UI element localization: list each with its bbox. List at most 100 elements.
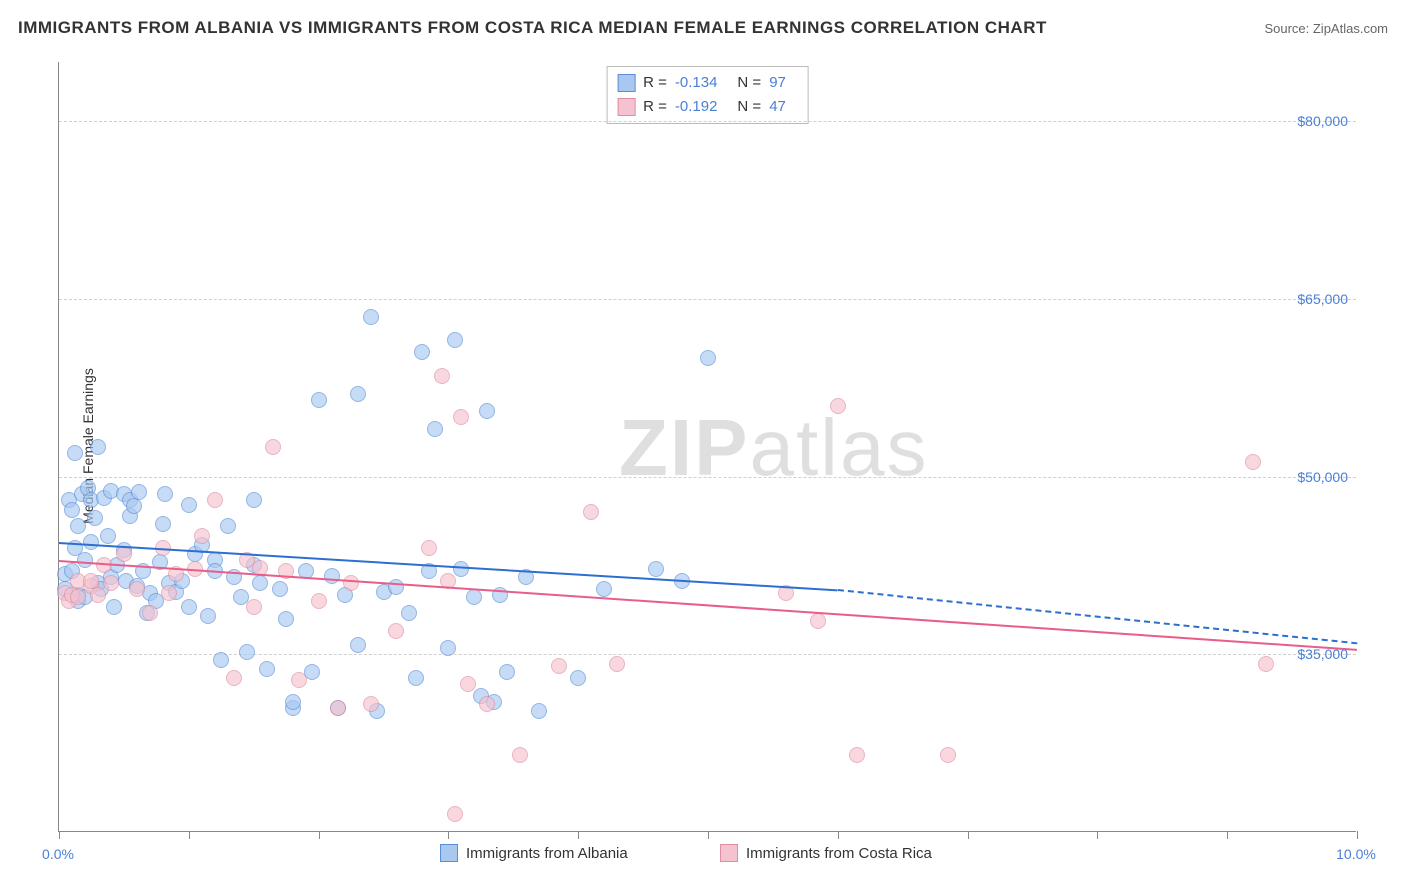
legend-label: Immigrants from Albania bbox=[466, 845, 628, 862]
scatter-point bbox=[246, 599, 262, 615]
x-tick bbox=[319, 831, 320, 839]
scatter-point bbox=[155, 516, 171, 532]
scatter-point bbox=[77, 552, 93, 568]
scatter-point bbox=[460, 676, 476, 692]
scatter-point bbox=[103, 575, 119, 591]
scatter-point bbox=[87, 510, 103, 526]
y-tick-label: $50,000 bbox=[1297, 469, 1348, 485]
scatter-point bbox=[311, 593, 327, 609]
scatter-point bbox=[453, 409, 469, 425]
stat-label-n: N = bbox=[737, 95, 761, 119]
scatter-point bbox=[531, 703, 547, 719]
chart-source: Source: ZipAtlas.com bbox=[1264, 21, 1388, 36]
scatter-point bbox=[226, 670, 242, 686]
x-tick bbox=[968, 831, 969, 839]
scatter-point bbox=[194, 528, 210, 544]
scatter-point bbox=[220, 518, 236, 534]
x-tick-label: 0.0% bbox=[42, 846, 74, 862]
x-tick bbox=[1097, 831, 1098, 839]
scatter-point bbox=[207, 492, 223, 508]
stat-label-r: R = bbox=[643, 71, 667, 95]
x-tick-label: 10.0% bbox=[1336, 846, 1376, 862]
chart-header: IMMIGRANTS FROM ALBANIA VS IMMIGRANTS FR… bbox=[18, 18, 1388, 38]
legend-swatch bbox=[720, 844, 738, 862]
scatter-point bbox=[453, 561, 469, 577]
scatter-point bbox=[363, 309, 379, 325]
scatter-point bbox=[291, 672, 307, 688]
legend-label: Immigrants from Costa Rica bbox=[746, 845, 932, 862]
bottom-legend-item: Immigrants from Albania bbox=[440, 844, 628, 862]
scatter-point bbox=[142, 605, 158, 621]
scatter-point bbox=[350, 637, 366, 653]
watermark: ZIPatlas bbox=[619, 402, 928, 494]
gridline bbox=[59, 299, 1356, 300]
gridline bbox=[59, 477, 1356, 478]
scatter-point bbox=[90, 587, 106, 603]
scatter-point bbox=[700, 350, 716, 366]
scatter-point bbox=[427, 421, 443, 437]
stat-label-r: R = bbox=[643, 95, 667, 119]
scatter-point bbox=[285, 694, 301, 710]
scatter-point bbox=[596, 581, 612, 597]
stats-row: R = -0.192N = 47 bbox=[617, 95, 798, 119]
scatter-point bbox=[100, 528, 116, 544]
scatter-point bbox=[278, 611, 294, 627]
scatter-point bbox=[330, 700, 346, 716]
legend-swatch bbox=[617, 98, 635, 116]
x-tick bbox=[708, 831, 709, 839]
stat-value-n: 97 bbox=[769, 71, 786, 95]
y-tick-label: $80,000 bbox=[1297, 113, 1348, 129]
bottom-legend-item: Immigrants from Costa Rica bbox=[720, 844, 932, 862]
y-tick-label: $65,000 bbox=[1297, 291, 1348, 307]
scatter-point bbox=[67, 445, 83, 461]
stats-row: R = -0.134N = 97 bbox=[617, 71, 798, 95]
scatter-point bbox=[479, 403, 495, 419]
scatter-point bbox=[447, 332, 463, 348]
scatter-point bbox=[106, 599, 122, 615]
scatter-point bbox=[414, 344, 430, 360]
scatter-point bbox=[259, 661, 275, 677]
scatter-point bbox=[131, 484, 147, 500]
scatter-point bbox=[157, 486, 173, 502]
x-tick bbox=[189, 831, 190, 839]
scatter-point bbox=[70, 518, 86, 534]
gridline bbox=[59, 121, 1356, 122]
scatter-point bbox=[239, 644, 255, 660]
scatter-point bbox=[311, 392, 327, 408]
scatter-point bbox=[1258, 656, 1274, 672]
scatter-point bbox=[64, 502, 80, 518]
stats-legend-box: R = -0.134N = 97R = -0.192N = 47 bbox=[606, 66, 809, 124]
stat-value-n: 47 bbox=[769, 95, 786, 119]
scatter-point bbox=[213, 652, 229, 668]
scatter-point bbox=[126, 498, 142, 514]
legend-swatch bbox=[617, 74, 635, 92]
scatter-point bbox=[447, 806, 463, 822]
scatter-point bbox=[440, 640, 456, 656]
scatter-point bbox=[129, 581, 145, 597]
scatter-point bbox=[940, 747, 956, 763]
scatter-point bbox=[350, 386, 366, 402]
scatter-point bbox=[324, 568, 340, 584]
scatter-point bbox=[83, 534, 99, 550]
scatter-point bbox=[648, 561, 664, 577]
scatter-point bbox=[70, 589, 86, 605]
x-tick bbox=[838, 831, 839, 839]
scatter-point bbox=[830, 398, 846, 414]
scatter-point bbox=[583, 504, 599, 520]
scatter-point bbox=[1245, 454, 1261, 470]
x-tick bbox=[1357, 831, 1358, 839]
scatter-point bbox=[161, 585, 177, 601]
x-tick bbox=[578, 831, 579, 839]
scatter-point bbox=[512, 747, 528, 763]
x-tick bbox=[1227, 831, 1228, 839]
scatter-point bbox=[434, 368, 450, 384]
scatter-point bbox=[246, 492, 262, 508]
scatter-point bbox=[408, 670, 424, 686]
scatter-point bbox=[388, 623, 404, 639]
scatter-point bbox=[810, 613, 826, 629]
scatter-point bbox=[388, 579, 404, 595]
chart-title: IMMIGRANTS FROM ALBANIA VS IMMIGRANTS FR… bbox=[18, 18, 1047, 38]
scatter-point bbox=[363, 696, 379, 712]
x-tick bbox=[59, 831, 60, 839]
legend-swatch bbox=[440, 844, 458, 862]
